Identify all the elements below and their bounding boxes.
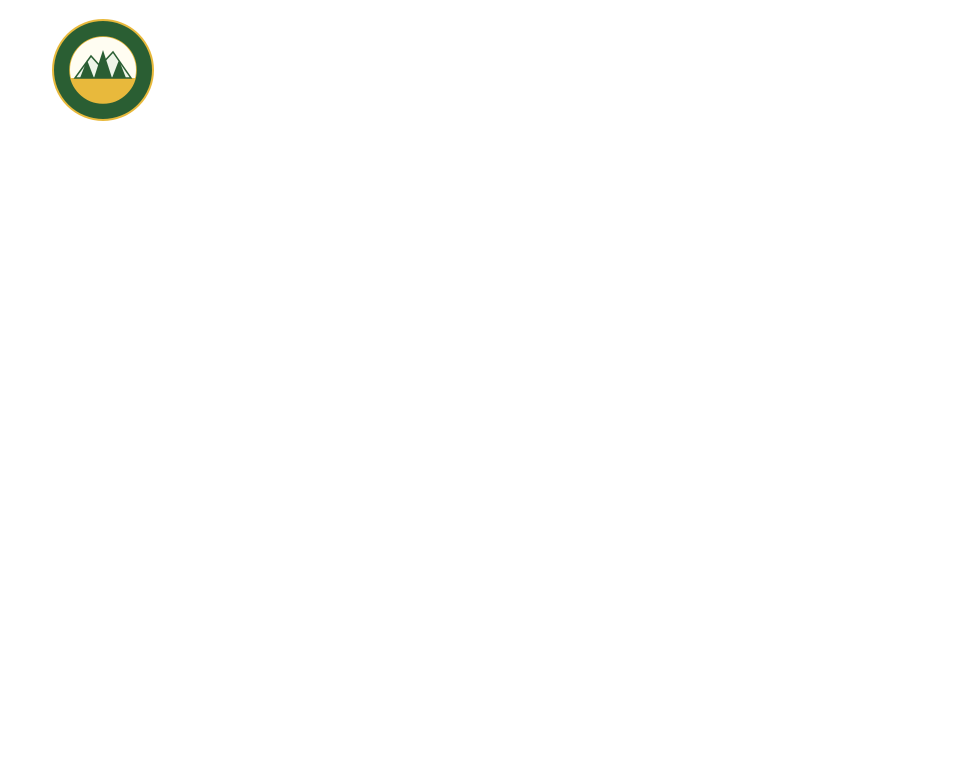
tree-icon	[94, 50, 112, 78]
odf-logo-graphic	[52, 19, 154, 121]
tree-icon	[80, 60, 94, 78]
tree-icon	[112, 60, 126, 78]
odf-logo	[51, 12, 155, 132]
